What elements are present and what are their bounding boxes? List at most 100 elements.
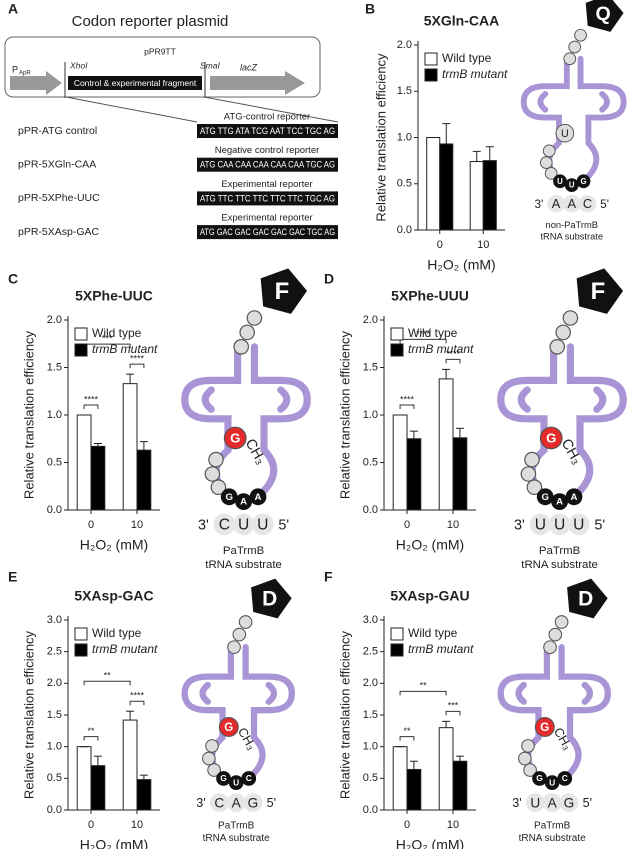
error-bar [93,443,102,447]
substrate-label: tRNA substrate [205,559,282,571]
codon-base [542,793,562,813]
y-axis-label: Relative translation efficiency [337,630,352,799]
trna-backbone [537,91,610,113]
codon-base [226,793,246,813]
anticodon-base [249,488,267,506]
significance-label: **** [400,394,415,404]
significance-label: ** [87,726,95,736]
codon-base [578,194,597,213]
amino-acid: Q [595,3,610,25]
bar [136,779,152,811]
nucleotide [518,751,532,766]
nucleotide [563,52,577,66]
y-tick-label: 1.0 [363,409,378,421]
anticodon-base [228,775,244,790]
nucleotide [520,466,537,482]
panel-letter: D [324,271,334,287]
bar [406,438,422,511]
legend-swatch [390,327,404,341]
x-tick-label: 0 [437,239,443,251]
error-bar [485,146,494,161]
substrate-label: tRNA substrate [521,559,598,571]
y-tick-label: 0.0 [47,504,62,516]
trna-backbone [515,681,594,705]
anticodon-base [216,771,231,786]
nucleotide [526,479,543,496]
x-axis-label: H₂O₂ (mM) [396,837,464,849]
y-tick-label: 2.0 [397,39,412,51]
error-bar [442,720,451,728]
bar [122,719,138,811]
panel-a-title: Codon reporter plasmid [72,13,229,30]
legend-label: trmB mutant [92,642,158,656]
y-tick-label: 1.0 [397,131,412,143]
construct-name: pPR-ATG control [18,125,97,137]
codon-label: C [583,196,592,211]
nucleotide [568,40,582,54]
legend-swatch [74,327,88,341]
y-tick-label: 2.0 [47,314,62,326]
end-5: 5' [594,517,605,533]
y-tick-label: 0.0 [363,504,378,516]
anticodon-label: A [255,492,262,503]
nucleotide [210,479,227,496]
x-tick-label: 0 [88,819,94,831]
anticodon-label: G [536,773,543,783]
significance-bracket [399,404,415,409]
substrate-label: tRNA substrate [540,232,603,242]
x-tick-label: 10 [131,819,143,831]
substrate-label: tRNA substrate [519,833,586,844]
anticodon-label: G [541,492,548,503]
promoter-arrow [10,71,62,95]
x-axis-label: H₂O₂ (mM) [396,537,464,553]
codon-label: U [238,517,249,534]
y-tick-label: 1.5 [363,361,378,373]
x-tick-label: 0 [404,519,410,531]
error-bar [126,373,135,384]
anticodon-base [532,771,547,786]
bar [469,161,484,231]
amino-acid-shape [585,0,624,32]
construct-name: pPR-5XAsp-GAC [18,226,100,238]
bar [438,727,454,811]
anticodon-label: C [246,773,252,783]
anticodon-base [536,488,554,506]
codon-label: U [530,795,540,810]
y-tick-label: 0.5 [363,772,378,784]
substrate-label: PaTrmB [218,820,255,831]
x-tick-label: 10 [447,819,459,831]
nucleotide [548,627,563,642]
y-tick-label: 0.5 [363,456,378,468]
amino-acid-shape [260,268,308,314]
chart-title: 5XPhe-UUC [75,288,153,304]
codon-label: C [214,795,224,810]
end-5: 5' [278,517,289,533]
codon-label: G [564,795,575,810]
y-tick-label: 3.0 [47,614,62,626]
end-3: 3' [196,796,205,810]
significance-label: **** [130,354,145,364]
significance-label: **** [84,394,99,404]
anticodon-base [235,493,252,510]
end-3: 3' [514,517,525,533]
modified-base-label: G [230,431,240,446]
codon-label: A [548,795,558,810]
bar [482,160,497,231]
amino-acid-shape [576,268,624,314]
anticodon-label: C [562,773,568,783]
trna-backbone [577,55,627,184]
end-3: 3' [535,198,544,211]
anticodon-base [220,488,238,506]
plasmid-outline [4,36,321,98]
substrate-label: PaTrmB [539,545,580,557]
trna-backbone [558,644,611,781]
end-3: 3' [198,517,209,533]
significance-bracket [129,363,145,369]
modified-base [539,426,563,450]
nucleotide [207,763,221,777]
reporter-type: Experimental reporter [221,213,312,224]
significance-bracket [399,338,447,344]
modified-base-label: G [224,722,233,734]
sequence: ATG CAA CAA CAA CAA CAA TGC AG [200,160,335,171]
promoter-subscript: ApR [19,71,31,77]
